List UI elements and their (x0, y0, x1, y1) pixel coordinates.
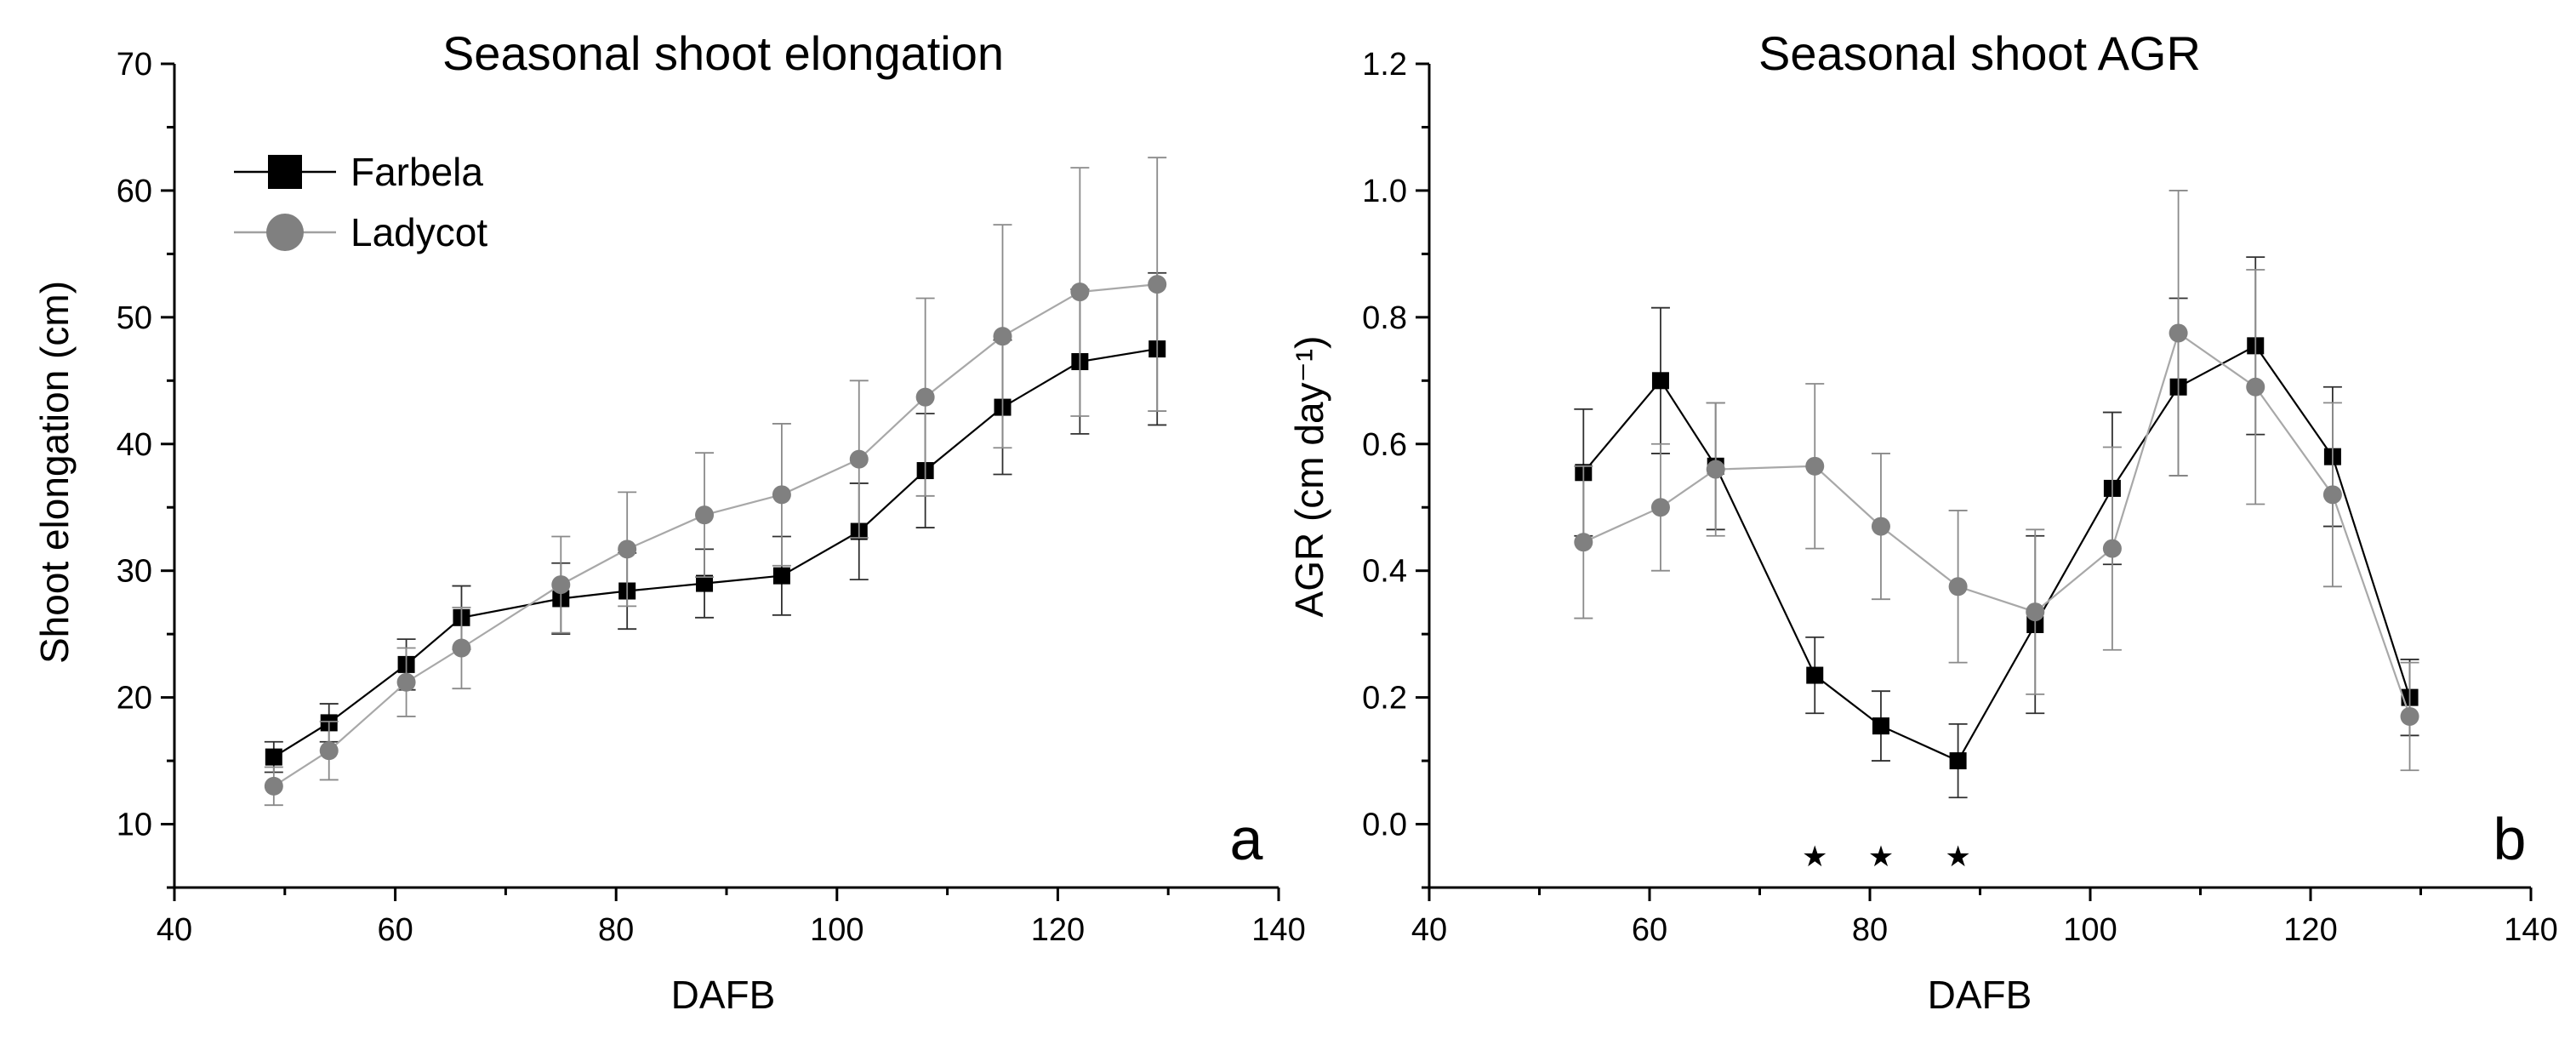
data-point-ladycot (2026, 602, 2045, 622)
data-point-ladycot (452, 638, 471, 658)
legend-item-ladycot: Ladycot (234, 210, 487, 254)
data-point-ladycot (915, 387, 935, 407)
chart-b-x-tick-label: 40 (1411, 912, 1447, 948)
legend-farbela-label: Farbela (350, 150, 483, 194)
chart-a-x-tick-label: 60 (377, 912, 413, 948)
data-point-farbela (1949, 752, 1967, 770)
data-point-farbela (696, 574, 714, 592)
significance-star: ★ (1802, 841, 1827, 873)
chart-a-x-tick-label: 40 (157, 912, 192, 948)
series-line-ladycot (1582, 331, 2411, 717)
data-point-ladycot (2322, 485, 2342, 505)
chart-b-y-tick-label: 0.8 (1362, 300, 1407, 336)
chart-a-title: Seasonal shoot elongation (442, 26, 1004, 80)
data-point-farbela (265, 748, 282, 766)
chart-b-y-tick-label: 0.2 (1362, 681, 1407, 716)
chart-a-x-axis-label: DAFB (671, 973, 776, 1017)
chart-b-y-tick-label: 0.0 (1362, 808, 1407, 843)
data-point-ladycot (1948, 577, 1968, 597)
data-point-ladycot (772, 485, 791, 505)
chart-a-y-tick-label: 50 (117, 300, 152, 336)
data-point-farbela (1651, 372, 1669, 390)
data-point-ladycot (1148, 275, 1167, 294)
data-point-ladycot (264, 776, 283, 796)
chart-a-y-tick-label: 70 (117, 47, 152, 83)
chart-b-title: Seasonal shoot AGR (1758, 26, 2201, 80)
chart-a-y-tick-label: 20 (117, 681, 152, 716)
data-point-ladycot (1871, 517, 1890, 536)
chart-b-x-tick-label: 80 (1852, 912, 1888, 948)
significance-star: ★ (1945, 841, 1970, 873)
chart-b-x-tick-label: 100 (2063, 912, 2117, 948)
data-point-ladycot (396, 672, 416, 692)
data-point-ladycot (695, 505, 715, 525)
chart-a-x-tick-label: 100 (810, 912, 863, 948)
data-point-ladycot (1805, 456, 1825, 476)
chart-panel-a: Seasonal shoot elongation DAFB Shoot elo… (32, 26, 1306, 1017)
legend-farbela-marker (268, 155, 302, 189)
chart-a-x-tick-label: 140 (1251, 912, 1305, 948)
chart-b-y-tick-label: 1.2 (1362, 47, 1407, 83)
chart-a-legend: Farbela Ladycot (234, 150, 487, 254)
chart-b-plot-area: 40 60 80 100 120 140 0.0 0.2 0.4 0.6 0.8 1.0 1.2 ★ ★ ★ (1362, 47, 2558, 948)
series-line-farbela (1582, 344, 2411, 762)
chart-b-x-tick-label: 140 (2504, 912, 2557, 948)
legend-ladycot-marker (266, 214, 304, 251)
data-point-ladycot (2246, 377, 2265, 397)
chart-b-y-axis-label: AGR (cm day⁻¹) (1287, 336, 1331, 618)
data-point-ladycot (1070, 283, 1090, 302)
data-point-farbela (772, 567, 790, 585)
chart-a-y-tick-label: 40 (117, 427, 152, 463)
chart-a-y-tick-label: 10 (117, 808, 152, 843)
data-point-farbela (1806, 666, 1824, 684)
data-point-ladycot (1706, 460, 1725, 479)
chart-b-panel-label: b (2493, 806, 2527, 872)
data-point-ladycot (2102, 539, 2122, 558)
chart-b-x-axis-label: DAFB (1928, 973, 2032, 1017)
data-point-ladycot (993, 327, 1012, 346)
data-point-ladycot (618, 539, 637, 559)
chart-a-y-tick-label: 30 (117, 554, 152, 590)
chart-panel-b: Seasonal shoot AGR DAFB AGR (cm day⁻¹) b… (1287, 26, 2558, 1017)
data-point-ladycot (1650, 498, 1670, 517)
chart-b-y-tick-label: 0.6 (1362, 427, 1407, 463)
chart-a-x-tick-label: 80 (598, 912, 634, 948)
data-point-ladycot (551, 575, 571, 595)
chart-a-x-tick-label: 120 (1031, 912, 1085, 948)
data-point-ladycot (1574, 533, 1593, 552)
data-point-ladycot (319, 741, 339, 761)
chart-a-panel-label: a (1230, 806, 1263, 872)
data-point-farbela (1872, 717, 1889, 735)
legend-item-farbela: Farbela (234, 150, 483, 194)
chart-a-plot-area: 40 60 80 100 120 140 10 20 30 40 50 60 70 (117, 47, 1306, 948)
data-point-ladycot (2169, 323, 2188, 343)
legend-ladycot-label: Ladycot (350, 210, 487, 254)
data-point-ladycot (849, 449, 869, 469)
chart-b-y-tick-label: 0.4 (1362, 554, 1407, 590)
chart-a-y-tick-label: 60 (117, 174, 152, 209)
data-point-ladycot (2400, 706, 2419, 726)
chart-b-x-tick-label: 60 (1632, 912, 1667, 948)
chart-a-y-axis-label: Shoot elongation (cm) (32, 281, 77, 664)
chart-b-y-tick-label: 1.0 (1362, 174, 1407, 209)
chart-b-x-tick-label: 120 (2283, 912, 2337, 948)
significance-star: ★ (1868, 841, 1894, 873)
